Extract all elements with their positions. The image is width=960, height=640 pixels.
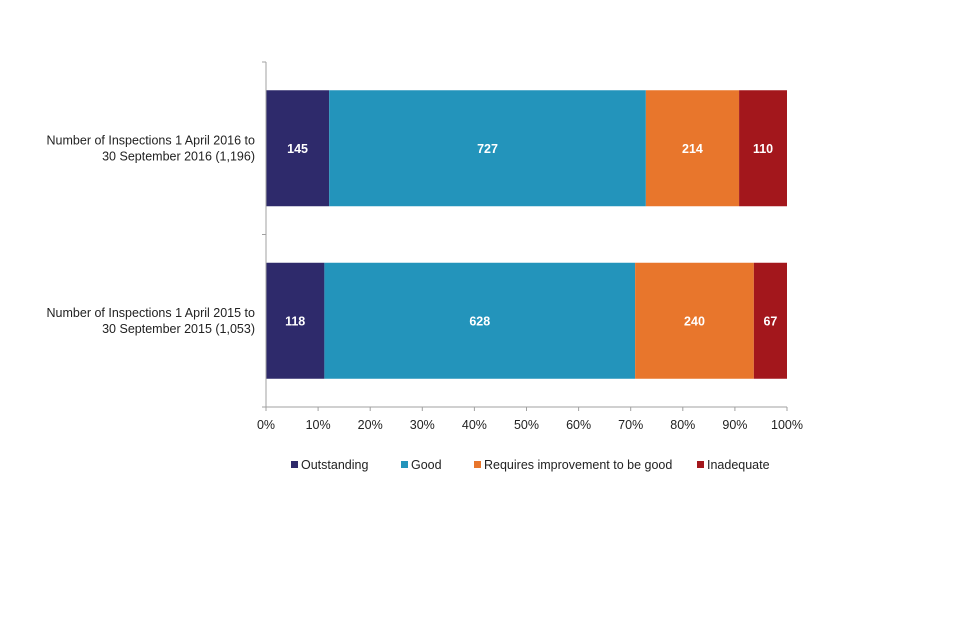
bar-segment-requires-improvement-to-be-good bbox=[635, 262, 754, 379]
category-labels: Number of Inspections 1 April 2016 to 30 … bbox=[47, 133, 256, 336]
data-label: 110 bbox=[753, 142, 773, 156]
data-label: 628 bbox=[469, 314, 490, 328]
legend-swatch-requires-improvement-to-be-good bbox=[474, 461, 481, 468]
data-label: 240 bbox=[684, 314, 705, 328]
x-tick-label: 20% bbox=[358, 418, 383, 432]
x-tick-label: 80% bbox=[670, 418, 695, 432]
legend-label: Good bbox=[411, 458, 442, 472]
x-tick-label: 10% bbox=[306, 418, 331, 432]
legend-label: Requires improvement to be good bbox=[484, 458, 672, 472]
x-tick-label: 30% bbox=[410, 418, 435, 432]
legend: Outstanding Good Requires improvement to b… bbox=[291, 458, 770, 472]
bar-segment-outstanding bbox=[266, 262, 325, 379]
legend-label: Outstanding bbox=[301, 458, 368, 472]
legend-label: Inadequate bbox=[707, 458, 770, 472]
bar-segment-outstanding bbox=[266, 90, 330, 207]
legend-swatch-good bbox=[401, 461, 408, 468]
bar-segment-good bbox=[329, 90, 646, 207]
data-label: 118 bbox=[285, 314, 305, 328]
legend-swatch-outstanding bbox=[291, 461, 298, 468]
bar-segment-inadequate bbox=[739, 90, 787, 207]
x-tick-label: 60% bbox=[566, 418, 591, 432]
data-label: 727 bbox=[477, 142, 498, 156]
bar-segment-inadequate bbox=[753, 262, 787, 379]
category-label: Number of Inspections 1 April 2016 to 30 … bbox=[47, 133, 256, 163]
legend-swatch-inadequate bbox=[697, 461, 704, 468]
axes-group: 0% 10% 20% 30% 40% 50% 60% 70% 80% 90% 100% bbox=[257, 61, 803, 432]
bars-group: 145 727 214 110 118 628 240 67 bbox=[266, 90, 787, 379]
data-label: 67 bbox=[763, 314, 777, 328]
x-tick-label: 90% bbox=[722, 418, 747, 432]
x-tick-label: 40% bbox=[462, 418, 487, 432]
category-label: Number of Inspections 1 April 2015 to 30 … bbox=[47, 306, 256, 336]
x-tick-label: 100% bbox=[771, 418, 803, 432]
x-tick-label: 50% bbox=[514, 418, 539, 432]
x-tick-label: 70% bbox=[618, 418, 643, 432]
data-label: 214 bbox=[682, 142, 703, 156]
bar-segment-good bbox=[324, 262, 636, 379]
bar-segment-requires-improvement-to-be-good bbox=[645, 90, 740, 207]
data-label: 145 bbox=[287, 142, 308, 156]
x-tick-label: 0% bbox=[257, 418, 275, 432]
